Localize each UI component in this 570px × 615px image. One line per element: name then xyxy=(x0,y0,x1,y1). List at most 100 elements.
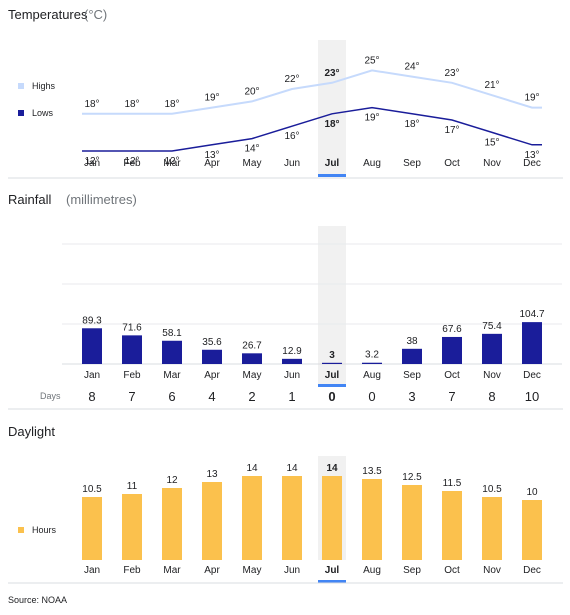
bar-daylight-nov xyxy=(482,497,502,560)
data-label-high-jun: 22° xyxy=(284,74,299,85)
data-label-low-mar: 12° xyxy=(164,156,179,167)
tick-label-daylight-jun: Jun xyxy=(284,565,300,576)
bar-rainfall-may xyxy=(242,353,262,364)
data-label-rainfall-jul: 3 xyxy=(329,350,335,361)
bar-daylight-apr xyxy=(202,482,222,560)
data-label-daylight-apr: 13 xyxy=(206,469,218,480)
temperatures-unit: (°C) xyxy=(84,7,107,22)
data-label-low-jun: 16° xyxy=(284,131,299,142)
tick-label-temp-jul: Jul xyxy=(325,158,340,169)
data-label-rainfall-oct: 67.6 xyxy=(442,324,462,335)
data-label-rainfall-jun: 12.9 xyxy=(282,346,302,357)
legend-label-lows: Lows xyxy=(32,108,54,118)
bar-rainfall-dec xyxy=(522,322,542,364)
data-label-daylight-jul: 14 xyxy=(326,463,338,474)
legend-swatch-hours xyxy=(18,527,24,533)
tick-label-temp-apr: Apr xyxy=(204,158,220,169)
data-label-low-nov: 15° xyxy=(484,137,499,148)
legend-label-highs: Highs xyxy=(32,81,56,91)
data-label-daylight-oct: 11.5 xyxy=(443,478,462,489)
data-label-rainfall-apr: 35.6 xyxy=(202,337,222,348)
data-label-low-apr: 13° xyxy=(204,150,219,161)
tick-label-temp-mar: Mar xyxy=(163,158,181,169)
legend-label-hours: Hours xyxy=(32,525,57,535)
bar-rainfall-oct xyxy=(442,336,462,364)
selected-indicator-rainfall xyxy=(318,384,346,387)
source-note: Source: NOAA xyxy=(8,595,67,605)
data-label-daylight-feb: 11 xyxy=(127,481,138,492)
days-value-jan: 8 xyxy=(88,389,95,404)
data-label-high-nov: 21° xyxy=(484,80,499,91)
bar-rainfall-jul xyxy=(322,362,342,364)
bar-daylight-dec xyxy=(522,500,542,560)
bar-rainfall-apr xyxy=(202,349,222,364)
tick-label-daylight-jul: Jul xyxy=(325,565,340,576)
tick-label-daylight-apr: Apr xyxy=(204,565,220,576)
tick-label-rain-dec: Dec xyxy=(523,370,541,381)
tick-label-daylight-may: May xyxy=(243,565,262,576)
data-label-high-oct: 23° xyxy=(444,68,459,79)
days-value-oct: 7 xyxy=(448,389,455,404)
bar-daylight-mar xyxy=(162,488,182,560)
tick-label-rain-apr: Apr xyxy=(204,370,220,381)
bar-rainfall-feb xyxy=(122,335,142,364)
data-label-daylight-dec: 10 xyxy=(526,487,538,498)
data-label-low-feb: 12° xyxy=(124,156,139,167)
tick-label-temp-aug: Aug xyxy=(363,158,381,169)
tick-label-daylight-sep: Sep xyxy=(403,565,421,576)
data-label-high-feb: 18° xyxy=(124,99,139,110)
bar-rainfall-jun xyxy=(282,358,302,364)
bar-rainfall-nov xyxy=(482,333,502,364)
tick-label-temp-jun: Jun xyxy=(284,158,300,169)
selected-indicator-temperatures xyxy=(318,174,346,177)
tick-label-daylight-oct: Oct xyxy=(444,565,460,576)
tick-label-temp-oct: Oct xyxy=(444,158,460,169)
data-label-high-apr: 19° xyxy=(204,93,219,104)
data-label-daylight-sep: 12.5 xyxy=(402,472,422,483)
data-label-daylight-jun: 14 xyxy=(286,463,298,474)
data-label-low-sep: 18° xyxy=(404,119,419,130)
data-label-low-oct: 17° xyxy=(444,125,459,136)
data-label-low-jul: 18° xyxy=(324,119,339,130)
data-label-rainfall-aug: 3.2 xyxy=(365,350,379,361)
data-label-high-sep: 24° xyxy=(404,62,419,73)
tick-label-rain-jan: Jan xyxy=(84,370,100,381)
tick-label-rain-mar: Mar xyxy=(163,370,181,381)
tick-label-rain-aug: Aug xyxy=(363,370,381,381)
data-label-rainfall-sep: 38 xyxy=(406,336,418,347)
days-value-apr: 4 xyxy=(208,389,215,404)
tick-label-temp-nov: Nov xyxy=(483,158,501,169)
data-label-low-may: 14° xyxy=(244,144,259,155)
data-label-daylight-nov: 10.5 xyxy=(482,484,502,495)
data-label-high-jan: 18° xyxy=(84,99,99,110)
tick-label-daylight-jan: Jan xyxy=(84,565,100,576)
bar-rainfall-sep xyxy=(402,348,422,364)
series-line-highs xyxy=(82,69,542,115)
data-label-high-may: 20° xyxy=(244,86,259,97)
tick-label-temp-jan: Jan xyxy=(84,158,100,169)
legend-swatch-highs xyxy=(18,83,24,89)
days-value-dec: 10 xyxy=(525,389,539,404)
bar-daylight-feb xyxy=(122,494,142,560)
data-label-rainfall-feb: 71.6 xyxy=(122,322,142,333)
temperatures-title: Temperatures xyxy=(8,7,88,22)
data-label-low-dec: 13° xyxy=(524,150,539,161)
data-label-daylight-aug: 13.5 xyxy=(362,466,382,477)
selected-column-temperatures xyxy=(318,40,346,176)
bar-daylight-jul xyxy=(322,476,342,560)
data-label-daylight-may: 14 xyxy=(246,463,258,474)
selected-column-rainfall xyxy=(318,226,346,384)
tick-label-temp-may: May xyxy=(243,158,262,169)
tick-label-daylight-feb: Feb xyxy=(123,565,141,576)
data-label-low-jan: 12° xyxy=(84,156,99,167)
bar-rainfall-aug xyxy=(362,362,382,364)
data-label-rainfall-may: 26.7 xyxy=(242,340,262,351)
data-label-low-aug: 19° xyxy=(364,113,379,124)
days-value-aug: 0 xyxy=(368,389,375,404)
days-value-jun: 1 xyxy=(288,389,295,404)
data-label-high-mar: 18° xyxy=(164,99,179,110)
data-label-rainfall-jan: 89.3 xyxy=(82,315,102,326)
days-label: Days xyxy=(40,391,61,401)
data-label-high-dec: 19° xyxy=(524,93,539,104)
